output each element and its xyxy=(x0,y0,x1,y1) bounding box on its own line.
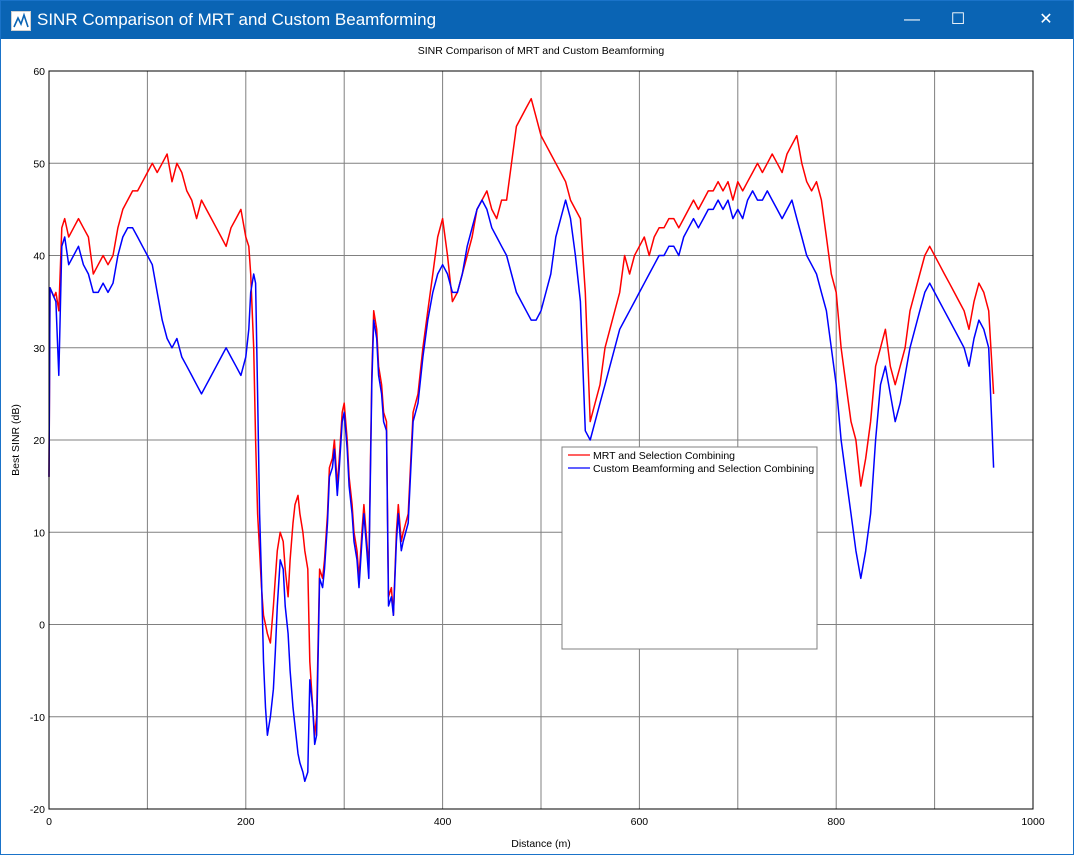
sinr-chart: 0 200 400 600 800 1000 -20 -10 0 10 20 30 40 50 60 SIN… xyxy=(10,45,1045,850)
y-tick-label: 30 xyxy=(33,343,45,355)
legend: MRT and Selection Combining Custom Beamf… xyxy=(561,446,818,650)
legend-label-custom: Custom Beamforming and Selection Combini… xyxy=(593,463,814,475)
y-tick-label: 40 xyxy=(33,251,45,263)
grid xyxy=(49,71,1033,809)
window-title: SINR Comparison of MRT and Custom Beamfo… xyxy=(37,10,437,29)
y-tick-label: 0 xyxy=(39,620,45,632)
series-lines xyxy=(48,97,995,783)
minimize-button[interactable]: — xyxy=(904,11,920,28)
y-tick-label: -20 xyxy=(30,804,45,816)
y-tick-label: -10 xyxy=(30,712,45,724)
series-line-mrt xyxy=(48,97,995,736)
x-tick-label: 800 xyxy=(827,816,845,828)
series-line-custom xyxy=(48,190,995,783)
chart-area: 0 200 400 600 800 1000 -20 -10 0 10 20 30 40 50 60 SIN… xyxy=(1,39,1073,854)
plot-frame xyxy=(48,70,1034,810)
x-tick-label: 1000 xyxy=(1021,816,1045,828)
x-tick-label: 400 xyxy=(434,816,452,828)
title-bar[interactable]: SINR Comparison of MRT and Custom Beamfo… xyxy=(1,1,1073,39)
y-axis-label: Best SINR (dB) xyxy=(10,404,22,476)
x-tick-label: 200 xyxy=(237,816,255,828)
app-icon xyxy=(11,11,31,31)
y-tick-label: 60 xyxy=(33,66,45,78)
x-axis-label: Distance (m) xyxy=(511,838,571,850)
axis-ticks: 0 200 400 600 800 1000 -20 -10 0 10 20 30 40 50 60 xyxy=(30,66,1045,828)
y-tick-label: 10 xyxy=(33,527,45,539)
legend-box xyxy=(561,446,818,650)
legend-label-mrt: MRT and Selection Combining xyxy=(593,450,735,462)
close-button[interactable]: ✕ xyxy=(1039,11,1053,28)
chart-title: SINR Comparison of MRT and Custom Beamfo… xyxy=(418,45,665,57)
y-tick-label: 20 xyxy=(33,435,45,447)
x-tick-label: 600 xyxy=(631,816,649,828)
x-tick-label: 0 xyxy=(46,816,52,828)
y-tick-label: 50 xyxy=(33,158,45,170)
maximize-button[interactable]: ☐ xyxy=(950,11,966,28)
